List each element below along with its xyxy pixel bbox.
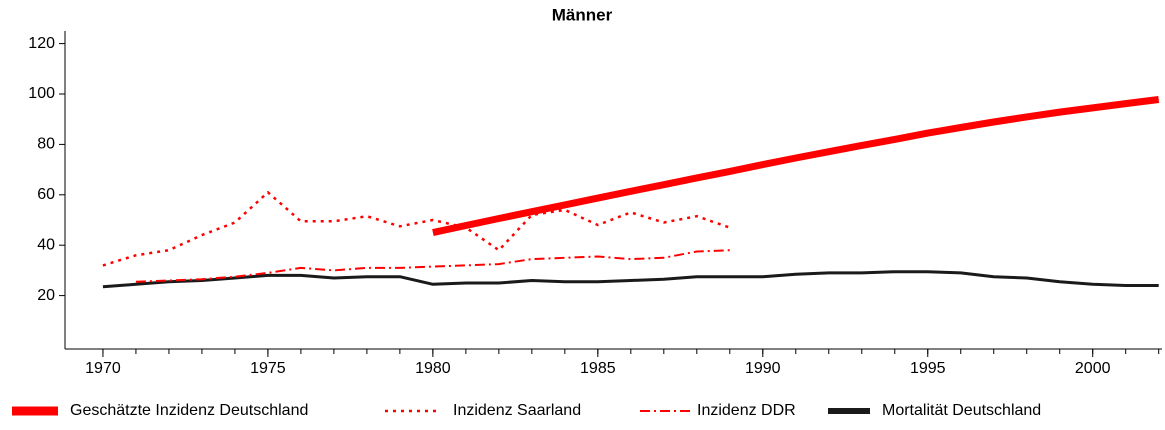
x-tick-label: 1990 xyxy=(745,360,781,377)
x-tick-label: 1970 xyxy=(85,360,121,377)
series-line xyxy=(135,249,730,283)
legend-label: Geschätzte Inzidenz Deutschland xyxy=(70,402,308,419)
y-tick-label: 40 xyxy=(37,236,55,253)
y-tick-label: 60 xyxy=(37,186,55,203)
x-tick-label: 1980 xyxy=(415,360,451,377)
y-tick-label: 100 xyxy=(28,85,55,102)
x-tick-label: 2000 xyxy=(1075,360,1111,377)
chart-title: Männer xyxy=(552,5,613,24)
y-tick-label: 80 xyxy=(37,136,55,153)
legend-label: Mortalität Deutschland xyxy=(882,402,1041,419)
x-tick-label: 1975 xyxy=(250,360,286,377)
series-line xyxy=(102,191,731,267)
x-tick-label: 1985 xyxy=(580,360,616,377)
y-tick-label: 120 xyxy=(28,35,55,52)
legend-label: Inzidenz DDR xyxy=(697,402,796,419)
y-tick-label: 20 xyxy=(37,287,55,304)
series-line xyxy=(102,270,1159,289)
x-tick-label: 1995 xyxy=(910,360,946,377)
series-line xyxy=(432,96,1160,237)
legend-label: Inzidenz Saarland xyxy=(453,402,581,419)
